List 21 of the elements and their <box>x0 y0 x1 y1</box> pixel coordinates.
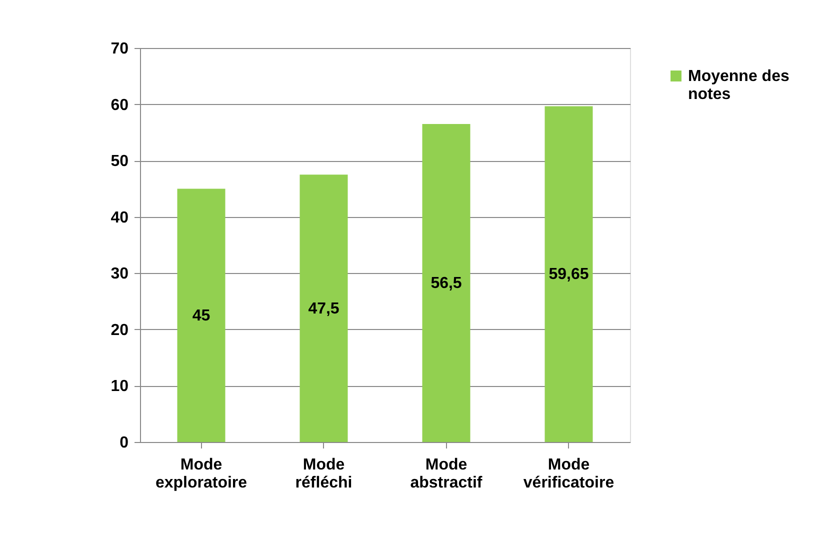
y-tick-label: 60 <box>110 96 129 114</box>
x-tick-label: Mode vérificatoire <box>523 456 614 492</box>
y-tick-label: 40 <box>110 209 129 226</box>
y-tick-label: 0 <box>120 434 129 452</box>
y-tick-label: 50 <box>110 153 129 170</box>
legend-label: Moyenne des notes <box>688 68 790 103</box>
data-label: 59,65 <box>548 266 589 284</box>
x-tick-label: Mode exploratoire <box>155 456 248 492</box>
y-tick-label: 20 <box>110 322 129 339</box>
data-label: 47,5 <box>308 300 340 318</box>
data-label: 56,5 <box>430 274 462 292</box>
data-label: 45 <box>192 307 210 324</box>
y-tick-label: 70 <box>110 40 129 58</box>
y-tick-label: 10 <box>110 378 129 396</box>
bar <box>300 174 348 442</box>
x-tick-label: Mode réfléchi <box>295 456 352 492</box>
x-tick-label: Mode abstractif <box>410 456 483 492</box>
bar <box>422 124 470 442</box>
y-tick-label: 30 <box>110 266 129 283</box>
bar <box>544 106 593 442</box>
bar <box>177 188 226 442</box>
